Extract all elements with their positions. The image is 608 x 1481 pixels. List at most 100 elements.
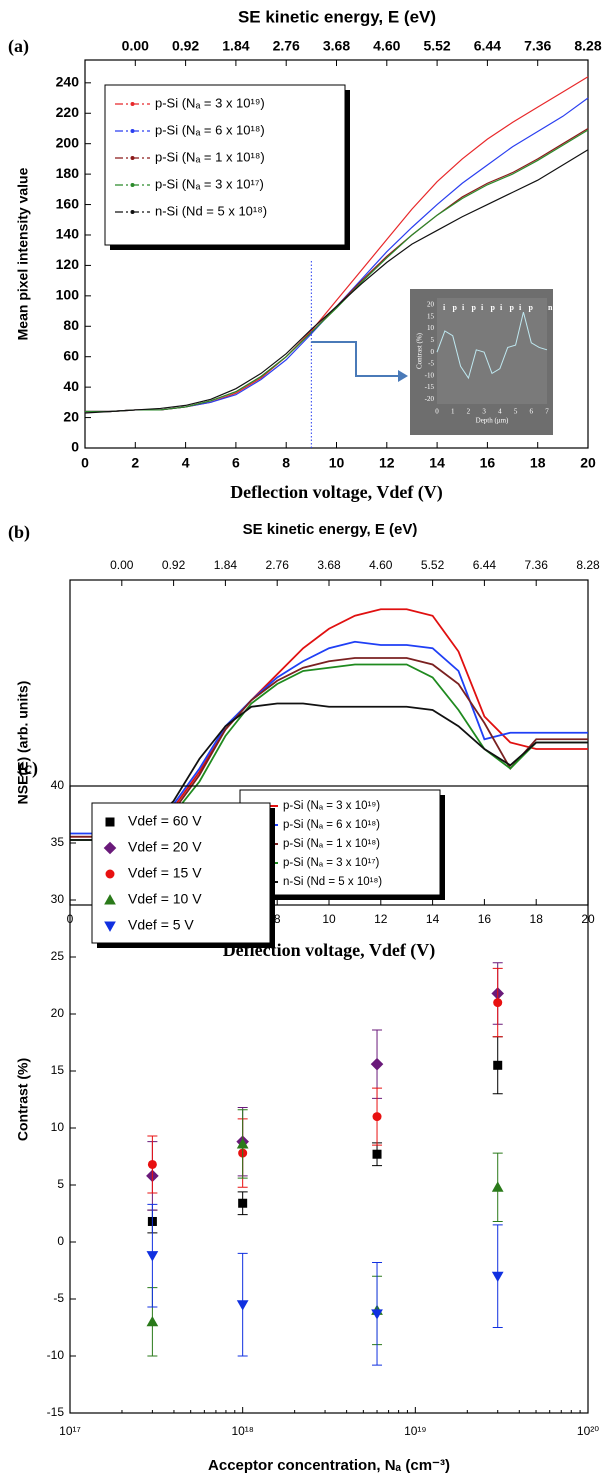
inset-region-label: n	[548, 303, 553, 312]
x2-tick-label: 5.52	[421, 558, 445, 572]
x2-axis-label: SE kinetic energy, E (eV)	[243, 521, 418, 538]
legend-label: Vdef = 20 V	[128, 839, 202, 855]
x-tick-label: 10	[329, 455, 345, 471]
y-tick-label: 35	[51, 835, 65, 849]
data-point	[371, 1309, 383, 1320]
x2-tick-label: 1.84	[222, 38, 249, 54]
x2-tick-label: 6.44	[474, 38, 501, 54]
x-tick-label: 10²⁰	[577, 1424, 599, 1438]
y-tick-label: 200	[56, 134, 80, 150]
inset-x-tick-label: 4	[498, 408, 502, 416]
legend-marker	[105, 817, 115, 827]
data-point	[372, 1149, 382, 1159]
legend-marker	[130, 102, 135, 106]
data-line	[85, 129, 589, 413]
x2-tick-label: 2.76	[266, 558, 290, 572]
x-tick-label: 10¹⁷	[59, 1424, 81, 1438]
legend-label: p-Si (Nₐ = 3 x 10¹⁷)	[283, 857, 379, 869]
inset-y-tick-label: -20	[425, 395, 435, 403]
legend-marker	[130, 156, 135, 160]
legend-marker	[105, 869, 115, 879]
x2-tick-label: 0.92	[162, 558, 186, 572]
x2-tick-label: 3.68	[323, 38, 350, 54]
y-tick-label: 5	[57, 1177, 64, 1191]
inset-region-label: p	[510, 303, 515, 312]
panel-label: (a)	[8, 36, 29, 57]
x-tick-label: 16	[478, 912, 492, 926]
legend-marker	[104, 921, 116, 932]
x-axis-label: Acceptor concentration, Nₐ (cm⁻³)	[208, 1457, 450, 1474]
y-tick-label: 180	[56, 165, 80, 181]
panel-label: (c)	[18, 758, 38, 779]
legend-box	[91, 802, 271, 944]
x-tick-label: 16	[480, 455, 496, 471]
legend-label: p-Si (Nₐ = 6 x 10¹⁸)	[283, 819, 380, 831]
legend-label: Vdef = 60 V	[128, 813, 202, 829]
x2-tick-label: 4.60	[369, 558, 393, 572]
inset-region-label: i	[519, 303, 522, 312]
legend-label: Vdef = 15 V	[128, 865, 202, 881]
x-tick-label: 10¹⁸	[231, 1424, 253, 1438]
y-axis-label: NSE(E) (arb. units)	[15, 681, 31, 805]
legend-marker	[103, 841, 117, 855]
y-tick-label: 160	[56, 195, 80, 211]
data-point	[370, 1057, 384, 1071]
legend-label: p-Si (Nₐ = 3 x 10¹⁹)	[283, 800, 380, 812]
legend-label: p-Si (Nₐ = 3 x 10¹⁷)	[155, 176, 264, 191]
legend-label: p-Si (Nₐ = 1 x 10¹⁸)	[155, 149, 265, 164]
inset-x-tick-label: 1	[451, 408, 455, 416]
x-axis-label: Deflection voltage, Vdef (V)	[223, 940, 436, 961]
y-tick-label: 240	[56, 74, 80, 90]
inset-y-tick-label: 15	[427, 312, 435, 320]
inset-y-label: Contrast (%)	[416, 332, 424, 369]
inset-region-label: i	[462, 303, 465, 312]
x2-tick-label: 0.92	[172, 38, 199, 54]
inset-y-tick-label: 20	[427, 301, 435, 309]
y-axis-label: Contrast (%)	[15, 1058, 31, 1141]
x-tick-label: 10	[322, 912, 336, 926]
x-tick-label: 10¹⁹	[404, 1424, 426, 1438]
inset-region-label: i	[500, 303, 503, 312]
x-tick-label: 2	[131, 455, 139, 471]
y-tick-label: 15	[51, 1063, 65, 1077]
data-point	[238, 1198, 248, 1208]
data-point	[493, 998, 503, 1008]
y-tick-label: 120	[56, 256, 80, 272]
data-point	[236, 1300, 249, 1311]
x-tick-label: 18	[530, 912, 544, 926]
inset-region-label: p	[529, 303, 534, 312]
x-tick-label: 12	[374, 912, 388, 926]
inset-x-tick-label: 2	[467, 408, 471, 416]
inset-x-tick-label: 7	[545, 408, 549, 416]
legend-label: n-Si (Nd = 5 x 10¹⁸)	[155, 203, 267, 218]
x2-tick-label: 0.00	[110, 558, 134, 572]
y-tick-label: 140	[56, 226, 80, 242]
x-tick-label: 8	[282, 455, 290, 471]
y-tick-label: -10	[47, 1348, 65, 1362]
x2-tick-label: 7.36	[525, 558, 549, 572]
inset-x-tick-label: 3	[482, 408, 486, 416]
inset-y-tick-label: 10	[427, 324, 435, 332]
legend-marker	[130, 210, 135, 214]
y-tick-label: 40	[63, 378, 79, 394]
data-point	[372, 1112, 382, 1122]
y-tick-label: -15	[47, 1405, 65, 1419]
data-point	[236, 1138, 249, 1149]
x-tick-label: 14	[426, 912, 440, 926]
legend-marker	[130, 183, 135, 187]
x2-tick-label: 0.00	[122, 38, 149, 54]
x-tick-label: 8	[274, 912, 281, 926]
data-point	[491, 1181, 504, 1192]
data-point	[146, 1315, 159, 1327]
x2-tick-label: 2.76	[273, 38, 300, 54]
data-line	[84, 149, 589, 414]
y-axis-label: Mean pixel intensity value	[15, 167, 31, 340]
legend-label: p-Si (Nₐ = 1 x 10¹⁸)	[283, 838, 380, 850]
inset-region-label: p	[472, 303, 477, 312]
data-point	[147, 1159, 157, 1169]
x2-tick-label: 7.36	[524, 38, 551, 54]
x-tick-label: 14	[429, 455, 445, 471]
y-tick-label: 40	[51, 778, 65, 792]
legend-label: Vdef = 5 V	[128, 917, 194, 933]
y-tick-label: 100	[56, 287, 80, 303]
